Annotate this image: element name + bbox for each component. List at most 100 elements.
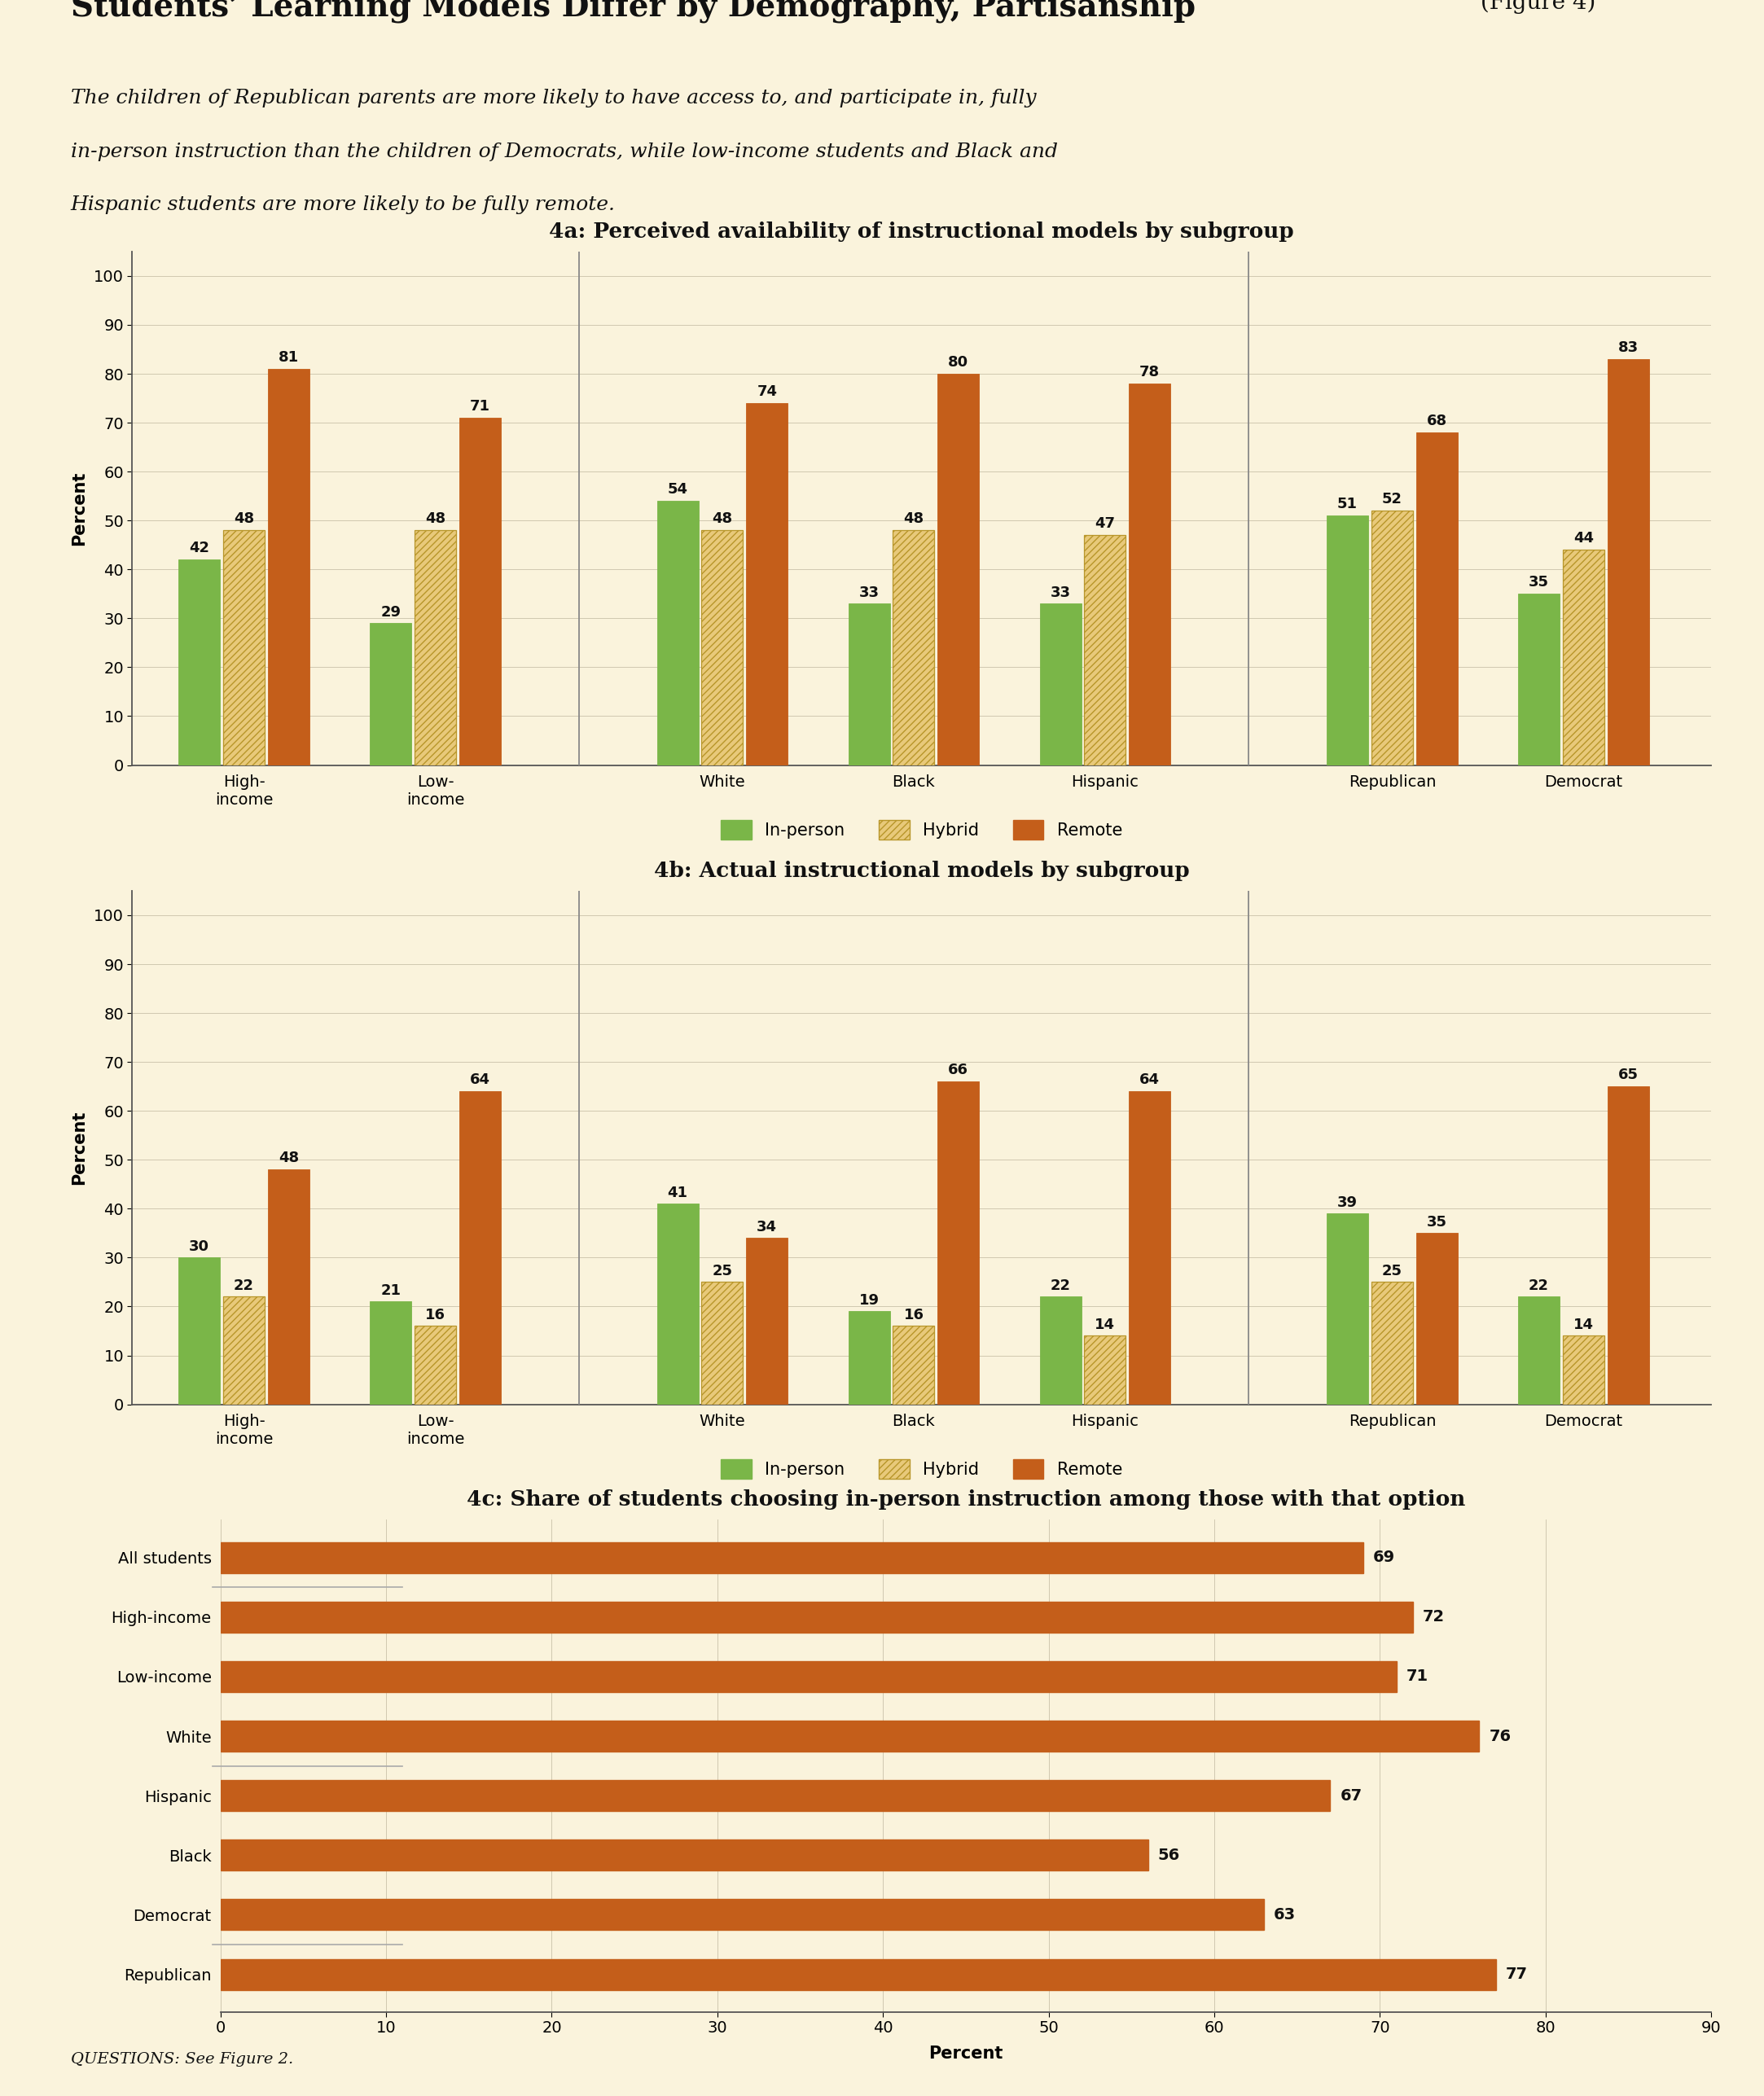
X-axis label: Percent: Percent xyxy=(928,2046,1004,2062)
Bar xyxy=(702,1283,743,1404)
Text: 66: 66 xyxy=(949,1063,968,1077)
Text: 30: 30 xyxy=(189,1239,210,1253)
Text: 33: 33 xyxy=(1050,585,1071,599)
Text: 48: 48 xyxy=(713,511,732,526)
Bar xyxy=(459,417,501,765)
Bar xyxy=(220,1840,1148,1870)
Bar xyxy=(1129,384,1171,765)
Bar xyxy=(1039,604,1081,765)
Text: 44: 44 xyxy=(1573,530,1593,545)
Text: 67: 67 xyxy=(1341,1788,1362,1803)
Bar xyxy=(1039,1297,1081,1404)
Text: The children of Republican parents are more likely to have access to, and partic: The children of Republican parents are m… xyxy=(71,88,1035,107)
Text: 54: 54 xyxy=(667,482,688,497)
Legend: In-person, Hybrid, Remote: In-person, Hybrid, Remote xyxy=(714,1453,1129,1486)
Bar xyxy=(1327,516,1369,765)
Title: 4a: Perceived availability of instructional models by subgroup: 4a: Perceived availability of instructio… xyxy=(549,222,1295,241)
Text: QUESTIONS: See Figure 2.: QUESTIONS: See Figure 2. xyxy=(71,2052,293,2067)
Text: 14: 14 xyxy=(1573,1316,1593,1331)
Text: 64: 64 xyxy=(469,1073,490,1088)
Text: 22: 22 xyxy=(1050,1279,1071,1293)
Text: 52: 52 xyxy=(1381,493,1402,507)
Bar xyxy=(1416,1232,1457,1404)
Text: 48: 48 xyxy=(233,511,254,526)
Text: 80: 80 xyxy=(947,354,968,369)
Text: 68: 68 xyxy=(1427,413,1446,428)
Text: 81: 81 xyxy=(279,350,298,365)
Text: 16: 16 xyxy=(903,1308,924,1323)
Bar xyxy=(1085,1335,1125,1404)
Bar xyxy=(1085,534,1125,765)
Text: 25: 25 xyxy=(713,1264,732,1279)
Bar xyxy=(268,1170,309,1404)
Text: in-person instruction than the children of Democrats, while low-income students : in-person instruction than the children … xyxy=(71,143,1058,161)
Text: 25: 25 xyxy=(1381,1264,1402,1279)
Bar xyxy=(848,1312,889,1404)
Legend: In-person, Hybrid, Remote: In-person, Hybrid, Remote xyxy=(714,813,1129,847)
Text: 14: 14 xyxy=(1095,1316,1115,1331)
Text: 64: 64 xyxy=(1140,1073,1161,1088)
Bar xyxy=(1563,1335,1603,1404)
Text: 51: 51 xyxy=(1337,497,1358,511)
Bar xyxy=(220,1660,1397,1691)
Title: 4b: Actual instructional models by subgroup: 4b: Actual instructional models by subgr… xyxy=(654,861,1189,880)
Bar xyxy=(1327,1214,1369,1404)
Text: 22: 22 xyxy=(1529,1279,1549,1293)
Text: 35: 35 xyxy=(1529,574,1549,589)
Text: 83: 83 xyxy=(1618,340,1639,354)
Text: 77: 77 xyxy=(1506,1966,1528,1983)
Bar xyxy=(220,1601,1413,1633)
Text: Students’ Learning Models Differ by Demography, Partisanship: Students’ Learning Models Differ by Demo… xyxy=(71,0,1196,23)
Bar xyxy=(220,1543,1364,1572)
Text: 69: 69 xyxy=(1372,1549,1395,1566)
Bar xyxy=(1371,511,1413,765)
Text: 33: 33 xyxy=(859,585,878,599)
Text: 34: 34 xyxy=(757,1220,778,1235)
Text: 16: 16 xyxy=(425,1308,446,1323)
Bar xyxy=(893,1327,935,1404)
Bar xyxy=(1607,358,1649,765)
Bar xyxy=(370,623,411,765)
Text: 35: 35 xyxy=(1427,1214,1446,1228)
Y-axis label: Percent: Percent xyxy=(71,472,86,545)
Text: 56: 56 xyxy=(1157,1847,1180,1863)
Bar xyxy=(220,1780,1330,1811)
Text: 63: 63 xyxy=(1274,1907,1297,1922)
Text: 72: 72 xyxy=(1424,1610,1445,1624)
Text: (Figure 4): (Figure 4) xyxy=(1473,0,1595,15)
Bar xyxy=(178,560,220,765)
Text: 22: 22 xyxy=(235,1279,254,1293)
Bar xyxy=(1607,1086,1649,1404)
Text: 71: 71 xyxy=(469,398,490,413)
Bar xyxy=(220,1960,1496,1989)
Bar xyxy=(938,373,979,765)
Text: 19: 19 xyxy=(859,1293,878,1308)
Bar xyxy=(415,530,457,765)
Bar xyxy=(656,501,699,765)
Text: 71: 71 xyxy=(1406,1668,1429,1685)
Bar xyxy=(938,1082,979,1404)
Bar xyxy=(459,1092,501,1404)
Bar xyxy=(1563,549,1603,765)
Title: 4c: Share of students choosing in-person instruction among those with that optio: 4c: Share of students choosing in-person… xyxy=(466,1490,1466,1509)
Text: Hispanic students are more likely to be fully remote.: Hispanic students are more likely to be … xyxy=(71,195,616,214)
Bar xyxy=(178,1258,220,1404)
Text: 48: 48 xyxy=(425,511,446,526)
Bar xyxy=(415,1327,457,1404)
Bar xyxy=(746,402,789,765)
Text: 48: 48 xyxy=(279,1151,298,1165)
Bar xyxy=(848,604,889,765)
Bar xyxy=(370,1302,411,1404)
Bar xyxy=(1371,1283,1413,1404)
Bar xyxy=(1519,1297,1559,1404)
Text: 21: 21 xyxy=(381,1283,400,1297)
Bar xyxy=(224,530,265,765)
Text: 74: 74 xyxy=(757,384,778,398)
Text: 76: 76 xyxy=(1489,1729,1512,1744)
Bar xyxy=(702,530,743,765)
Bar xyxy=(1519,593,1559,765)
Bar xyxy=(220,1721,1480,1752)
Bar xyxy=(268,369,309,765)
Text: 39: 39 xyxy=(1337,1195,1358,1209)
Y-axis label: Percent: Percent xyxy=(71,1111,86,1184)
